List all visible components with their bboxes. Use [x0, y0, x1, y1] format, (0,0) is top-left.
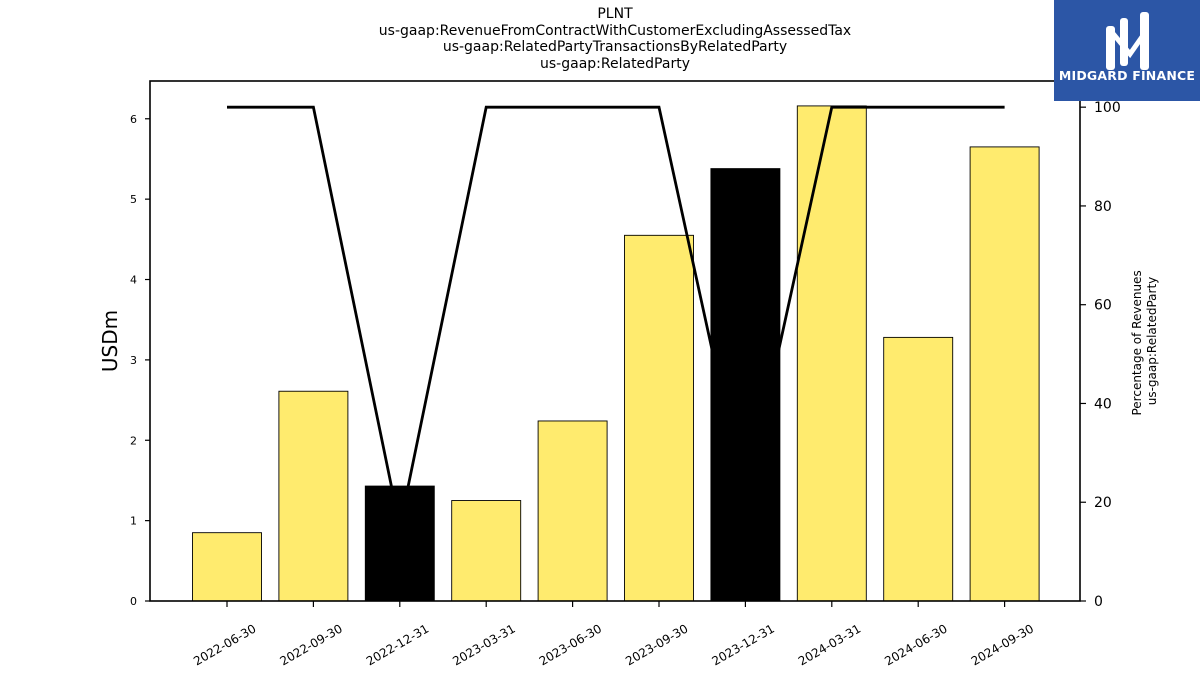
x-tick-label-2024-06-30: 2024-06-30 — [882, 621, 949, 668]
bar-series — [192, 105, 1040, 602]
bar-2023-06-30 — [537, 420, 608, 602]
plot-frame — [149, 80, 1081, 602]
x-tick-label-2022-06-30: 2022-06-30 — [191, 621, 258, 668]
bar-2024-03-31 — [796, 105, 867, 602]
left-tick-label-3: 3 — [130, 354, 137, 367]
midgard-logo-icon — [1106, 12, 1149, 70]
x-tick-label-2022-12-31: 2022-12-31 — [364, 621, 431, 668]
bar-2022-09-30 — [278, 390, 349, 602]
x-tick-label-2024-03-31: 2024-03-31 — [796, 621, 863, 668]
bar-2024-06-30 — [883, 336, 954, 602]
left-y-axis: 0 1 2 3 4 5 6 — [130, 113, 150, 608]
bar-2023-03-31 — [451, 500, 522, 602]
right-tick-label-20: 20 — [1094, 495, 1112, 511]
right-axis-label: Percentage of Revenues us-gaap:RelatedPa… — [1130, 266, 1159, 415]
title-line-revenue-concept: us-gaap:RevenueFromContractWithCustomerE… — [378, 22, 852, 39]
x-tick-label-2023-09-30: 2023-09-30 — [623, 621, 690, 668]
left-tick-label-0: 0 — [130, 595, 137, 608]
percentage-line — [227, 105, 1005, 528]
chart-title: PLNT us-gaap:RevenueFromContractWithCust… — [0, 6, 1200, 72]
logo-text: MIDGARD FINANCE — [1058, 68, 1196, 83]
left-tick-label-1: 1 — [130, 515, 137, 528]
left-tick-label-4: 4 — [130, 274, 137, 287]
right-tick-label-0: 0 — [1094, 594, 1103, 610]
right-axis-label-line-2: us-gaap:RelatedParty — [1145, 277, 1159, 406]
right-tick-label-100: 100 — [1094, 100, 1121, 116]
left-tick-label-6: 6 — [130, 113, 137, 126]
right-tick-label-40: 40 — [1094, 396, 1112, 412]
title-line-related-party-transactions: us-gaap:RelatedPartyTransactionsByRelate… — [442, 39, 788, 55]
midgard-finance-logo: MIDGARD FINANCE — [1054, 0, 1200, 101]
x-tick-label-2023-03-31: 2023-03-31 — [450, 621, 517, 668]
title-line-ticker: PLNT — [597, 6, 633, 22]
bar-2024-09-30 — [969, 146, 1040, 602]
bar-2023-09-30 — [624, 234, 694, 602]
right-y-axis: 0 20 40 60 80 100 — [1080, 100, 1121, 610]
right-axis-label-line-1: Percentage of Revenues — [1130, 270, 1144, 415]
left-axis-label: USDm — [98, 310, 122, 372]
x-tick-label-2023-06-30: 2023-06-30 — [537, 621, 604, 668]
bar-2022-06-30 — [192, 532, 262, 602]
x-tick-label-2022-09-30: 2022-09-30 — [277, 621, 344, 668]
x-tick-label-2023-12-31: 2023-12-31 — [709, 621, 776, 668]
x-axis: 2022-06-30 2022-09-30 2022-12-31 2023-03-31… — [191, 601, 1036, 668]
bar-2022-12-31 — [364, 485, 435, 602]
title-line-related-party: us-gaap:RelatedParty — [540, 55, 690, 72]
right-tick-label-80: 80 — [1094, 199, 1112, 215]
right-tick-label-60: 60 — [1094, 298, 1112, 314]
bar-2023-12-31 — [710, 168, 781, 602]
left-tick-label-5: 5 — [130, 193, 137, 206]
x-tick-label-2024-09-30: 2024-09-30 — [969, 621, 1036, 668]
left-tick-label-2: 2 — [130, 434, 137, 447]
